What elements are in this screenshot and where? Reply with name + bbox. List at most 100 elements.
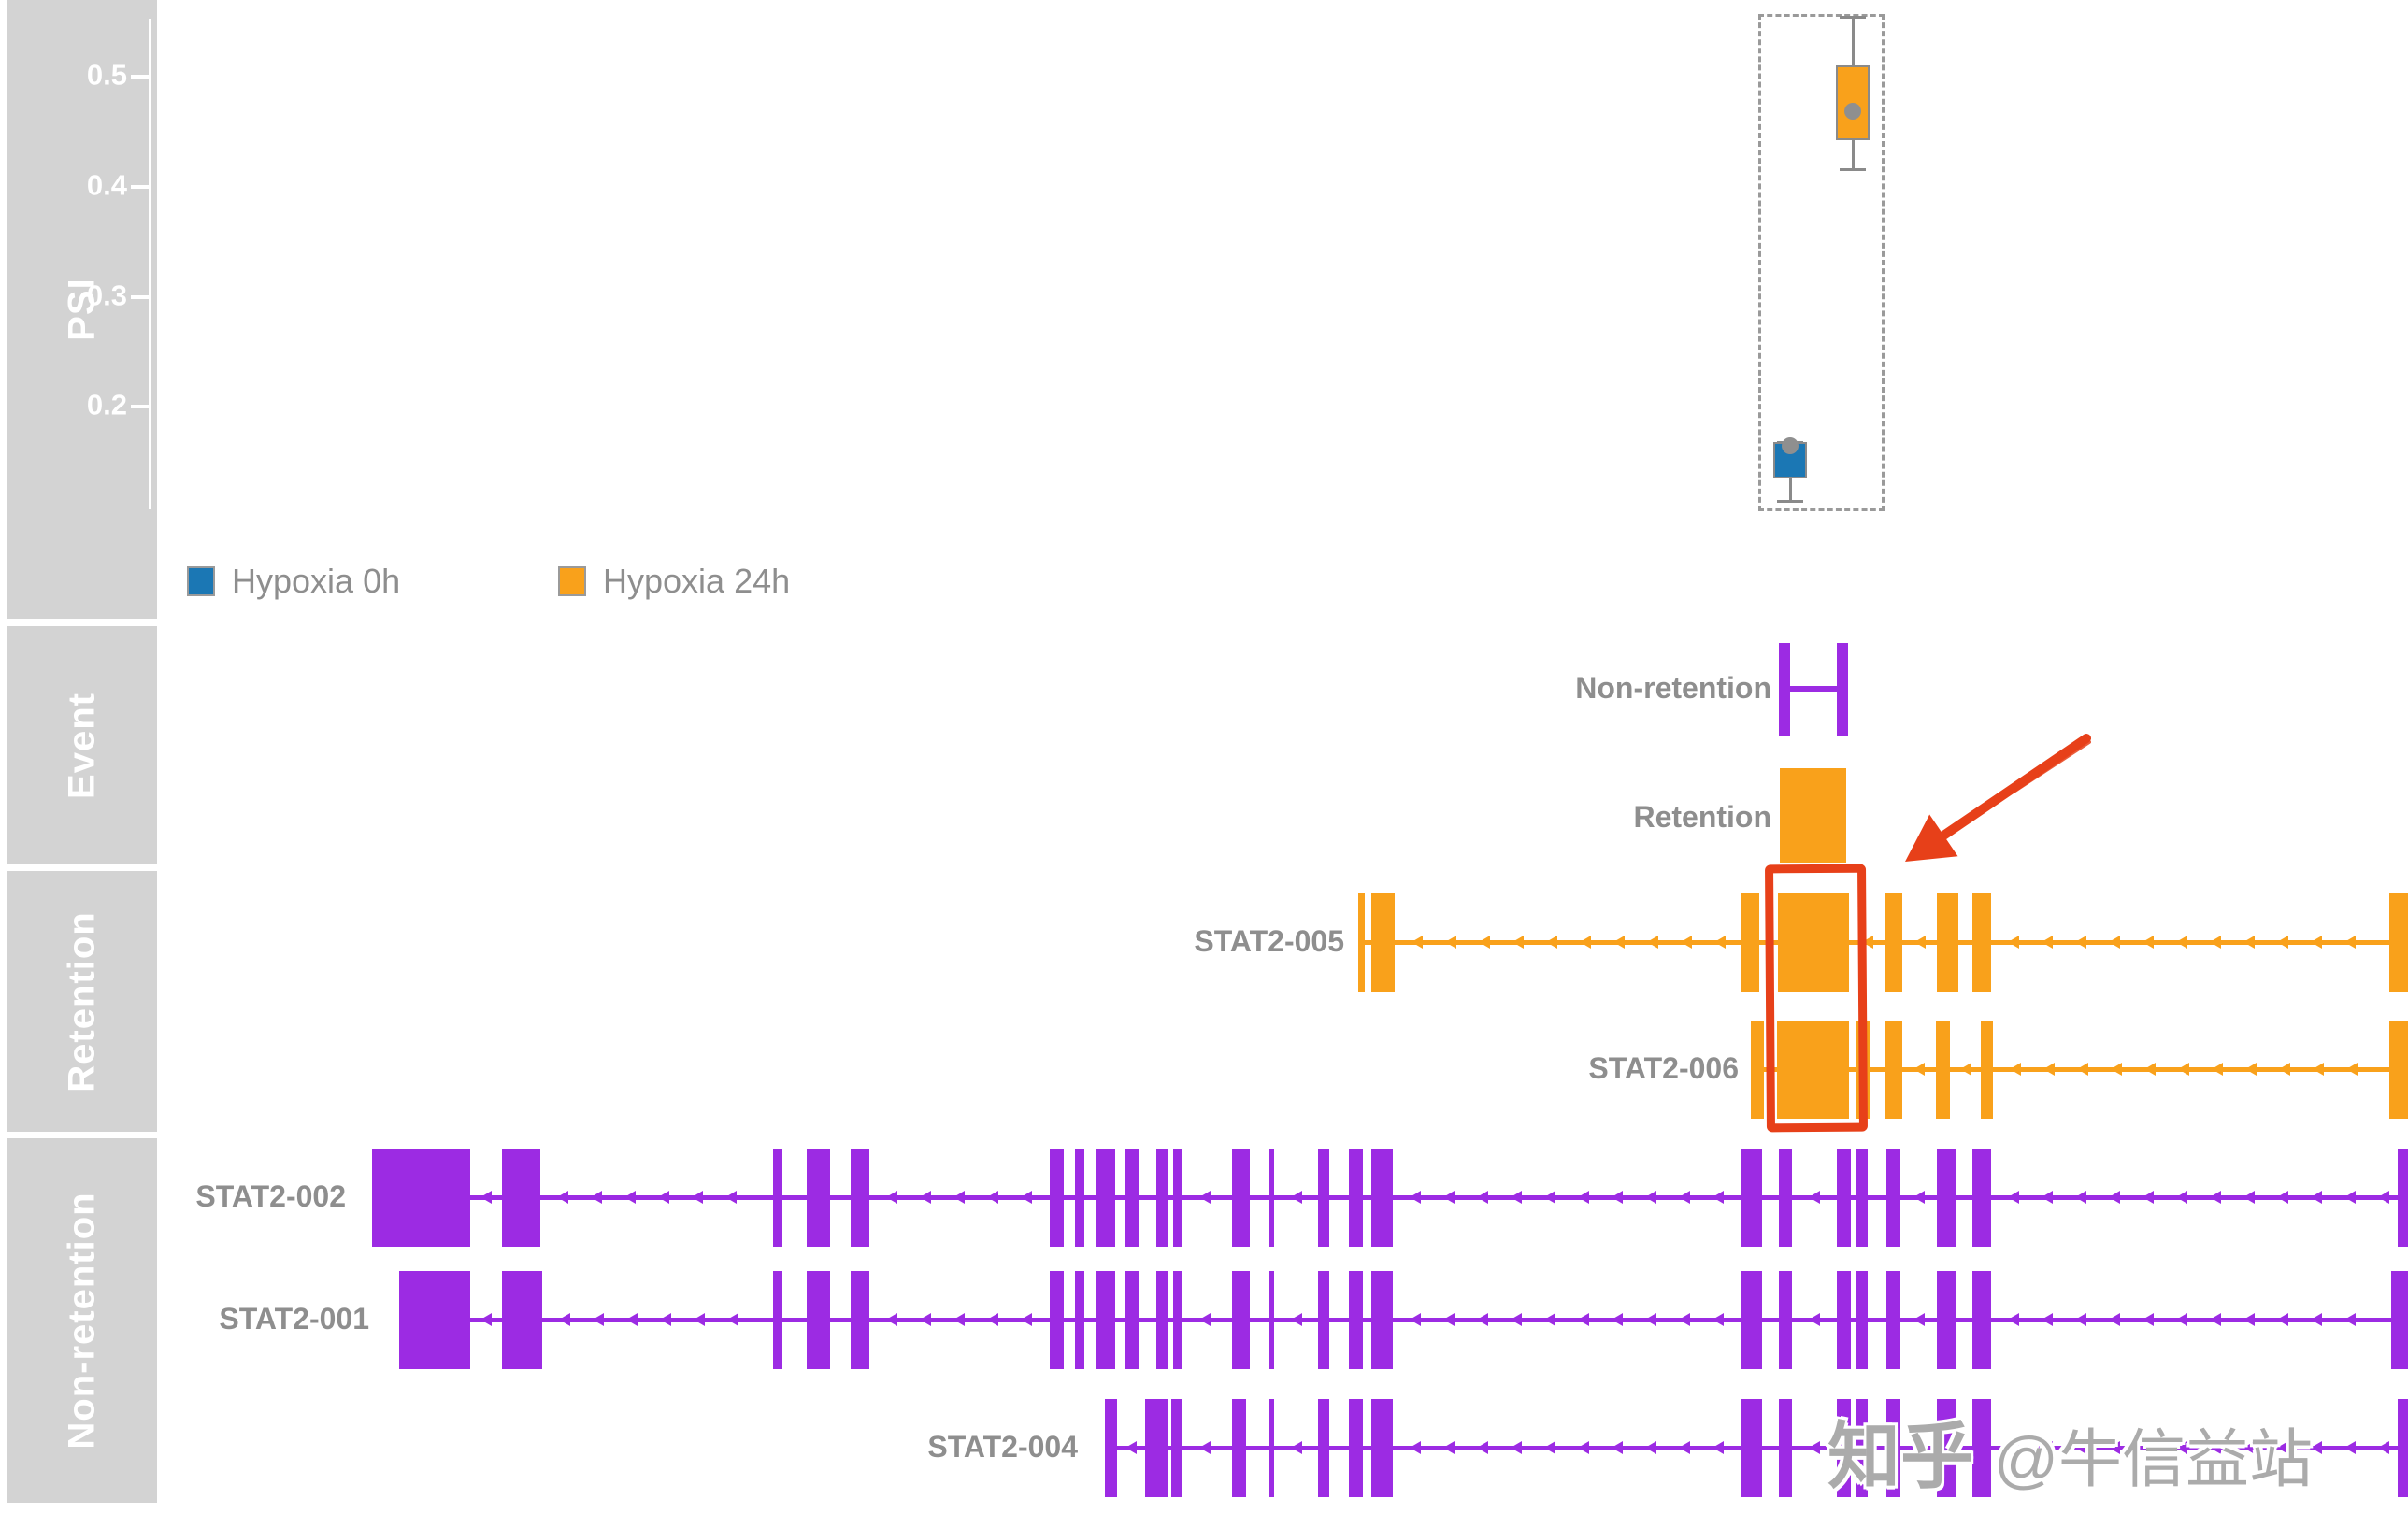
- strand-direction-arrow-icon: [2277, 1313, 2288, 1326]
- strand-direction-arrow-icon: [480, 1191, 492, 1204]
- exon-block: [1886, 1398, 1900, 1497]
- strand-direction-arrow-icon: [1913, 1313, 1925, 1326]
- strand-direction-arrow-icon: [1713, 1191, 1724, 1204]
- exon-block: [1232, 1270, 1250, 1369]
- exon-block: [1885, 1020, 1902, 1119]
- event-label-retention: Retention: [1633, 799, 1771, 834]
- strand-direction-arrow-icon: [1412, 936, 1423, 949]
- strand-direction-arrow-icon: [2243, 1441, 2255, 1454]
- strand-direction-arrow-icon: [1914, 1063, 1925, 1076]
- exon-block: [1105, 1398, 1117, 1497]
- strand-direction-arrow-icon: [2109, 1313, 2120, 1326]
- transcript-label-stat2-006: STAT2-006: [1588, 1050, 1739, 1085]
- strand-direction-arrow-icon: [2077, 1063, 2088, 1076]
- exon-block: [1837, 1270, 1851, 1369]
- strand-direction-arrow-icon: [1645, 1313, 1656, 1326]
- exon-block: [1232, 1148, 1250, 1247]
- strand-direction-arrow-icon: [2243, 1191, 2255, 1204]
- strand-direction-arrow-icon: [2109, 936, 2120, 949]
- transcript-label-stat2-001: STAT2-001: [219, 1301, 369, 1335]
- strand-direction-arrow-icon: [1546, 936, 1557, 949]
- strand-direction-arrow-icon: [1125, 1441, 1137, 1454]
- exon-block: [773, 1148, 782, 1247]
- strand-direction-arrow-icon: [1959, 1063, 1971, 1076]
- strand-direction-arrow-icon: [1199, 1313, 1211, 1326]
- exon-block: [1358, 893, 1365, 992]
- exon-block: [1349, 1270, 1363, 1369]
- exon-block: [1269, 1270, 1274, 1369]
- strand-direction-arrow-icon: [1679, 1441, 1690, 1454]
- strand-direction-arrow-icon: [480, 1313, 492, 1326]
- exon-block: [1856, 1020, 1870, 1119]
- exon-block: [1972, 1270, 1991, 1369]
- strand-direction-arrow-icon: [624, 1191, 636, 1204]
- strand-direction-arrow-icon: [2008, 936, 2019, 949]
- strand-direction-arrow-icon: [2008, 1191, 2019, 1204]
- exon-block: [851, 1270, 869, 1369]
- strand-direction-arrow-icon: [2378, 1191, 2389, 1204]
- strand-direction-arrow-icon: [660, 1313, 671, 1326]
- strand-direction-arrow-icon: [2279, 1063, 2290, 1076]
- strand-direction-arrow-icon: [1443, 1441, 1455, 1454]
- exon-block: [1156, 1148, 1168, 1247]
- strand-direction-arrow-icon: [1511, 1313, 1522, 1326]
- strand-direction-arrow-icon: [1511, 1191, 1522, 1204]
- strand-direction-arrow-icon: [1290, 1313, 1302, 1326]
- strand-direction-arrow-icon: [725, 1191, 737, 1204]
- exon-block: [1050, 1270, 1064, 1369]
- strand-direction-arrow-icon: [1612, 1441, 1623, 1454]
- strand-direction-arrow-icon: [1913, 1441, 1925, 1454]
- strand-direction-arrow-icon: [626, 1313, 638, 1326]
- exon-block: [1318, 1270, 1329, 1369]
- strand-direction-arrow-icon: [987, 1191, 998, 1204]
- facet-strip-event: Event: [7, 626, 157, 864]
- exon-block: [2398, 1398, 2408, 1497]
- exon-block: [1779, 1148, 1792, 1247]
- strand-direction-arrow-icon: [694, 1313, 705, 1326]
- strand-direction-arrow-icon: [1645, 1191, 1656, 1204]
- strand-direction-arrow-icon: [1809, 1441, 1820, 1454]
- strand-direction-arrow-icon: [2344, 1191, 2356, 1204]
- facet-strip-psi: PSI: [7, 0, 157, 619]
- exon-block: [1318, 1148, 1329, 1247]
- strand-direction-arrow-icon: [2008, 1441, 2019, 1454]
- boxplot-whisker-cap: [1777, 500, 1803, 503]
- psi-axis-line: [149, 19, 151, 509]
- strand-direction-arrow-icon: [1410, 1441, 1421, 1454]
- strand-direction-arrow-icon: [2210, 1191, 2221, 1204]
- exon-block: [1972, 893, 1991, 992]
- strand-direction-arrow-icon: [2176, 1191, 2187, 1204]
- strand-direction-arrow-icon: [886, 1313, 897, 1326]
- exon-block: [807, 1148, 830, 1247]
- exon-block: [1232, 1398, 1246, 1497]
- strand-direction-arrow-icon: [2178, 1063, 2189, 1076]
- strand-direction-arrow-icon: [2010, 1063, 2021, 1076]
- strand-direction-arrow-icon: [1713, 1313, 1724, 1326]
- exon-block: [1269, 1398, 1274, 1497]
- psi-tick-label: 0.5: [86, 58, 127, 92]
- exon-block: [1050, 1148, 1064, 1247]
- strand-direction-arrow-icon: [1511, 1441, 1522, 1454]
- strand-direction-arrow-icon: [1647, 936, 1658, 949]
- exon-block: [1075, 1148, 1084, 1247]
- strand-direction-arrow-icon: [886, 1191, 897, 1204]
- exon-block: [1937, 893, 1958, 992]
- strand-direction-arrow-icon: [1679, 1313, 1690, 1326]
- exon-block: [1075, 1270, 1084, 1369]
- exon-block: [1886, 1270, 1900, 1369]
- exon-block: [2391, 1270, 2408, 1369]
- exon-block: [1972, 1398, 1991, 1497]
- psi-tick-mark: [131, 75, 151, 79]
- strand-direction-arrow-icon: [920, 1191, 931, 1204]
- exon-block: [1856, 1270, 1868, 1369]
- exon-block: [1349, 1148, 1363, 1247]
- strand-direction-arrow-icon: [1713, 1441, 1724, 1454]
- strand-direction-arrow-icon: [2042, 936, 2053, 949]
- strand-direction-arrow-icon: [2042, 1441, 2053, 1454]
- exon-block: [1171, 1398, 1182, 1497]
- strand-direction-arrow-icon: [1714, 936, 1726, 949]
- exon-block: [399, 1270, 470, 1369]
- strand-direction-arrow-icon: [2008, 1313, 2019, 1326]
- strand-direction-arrow-icon: [2277, 1191, 2288, 1204]
- exon-block: [1972, 1148, 1991, 1247]
